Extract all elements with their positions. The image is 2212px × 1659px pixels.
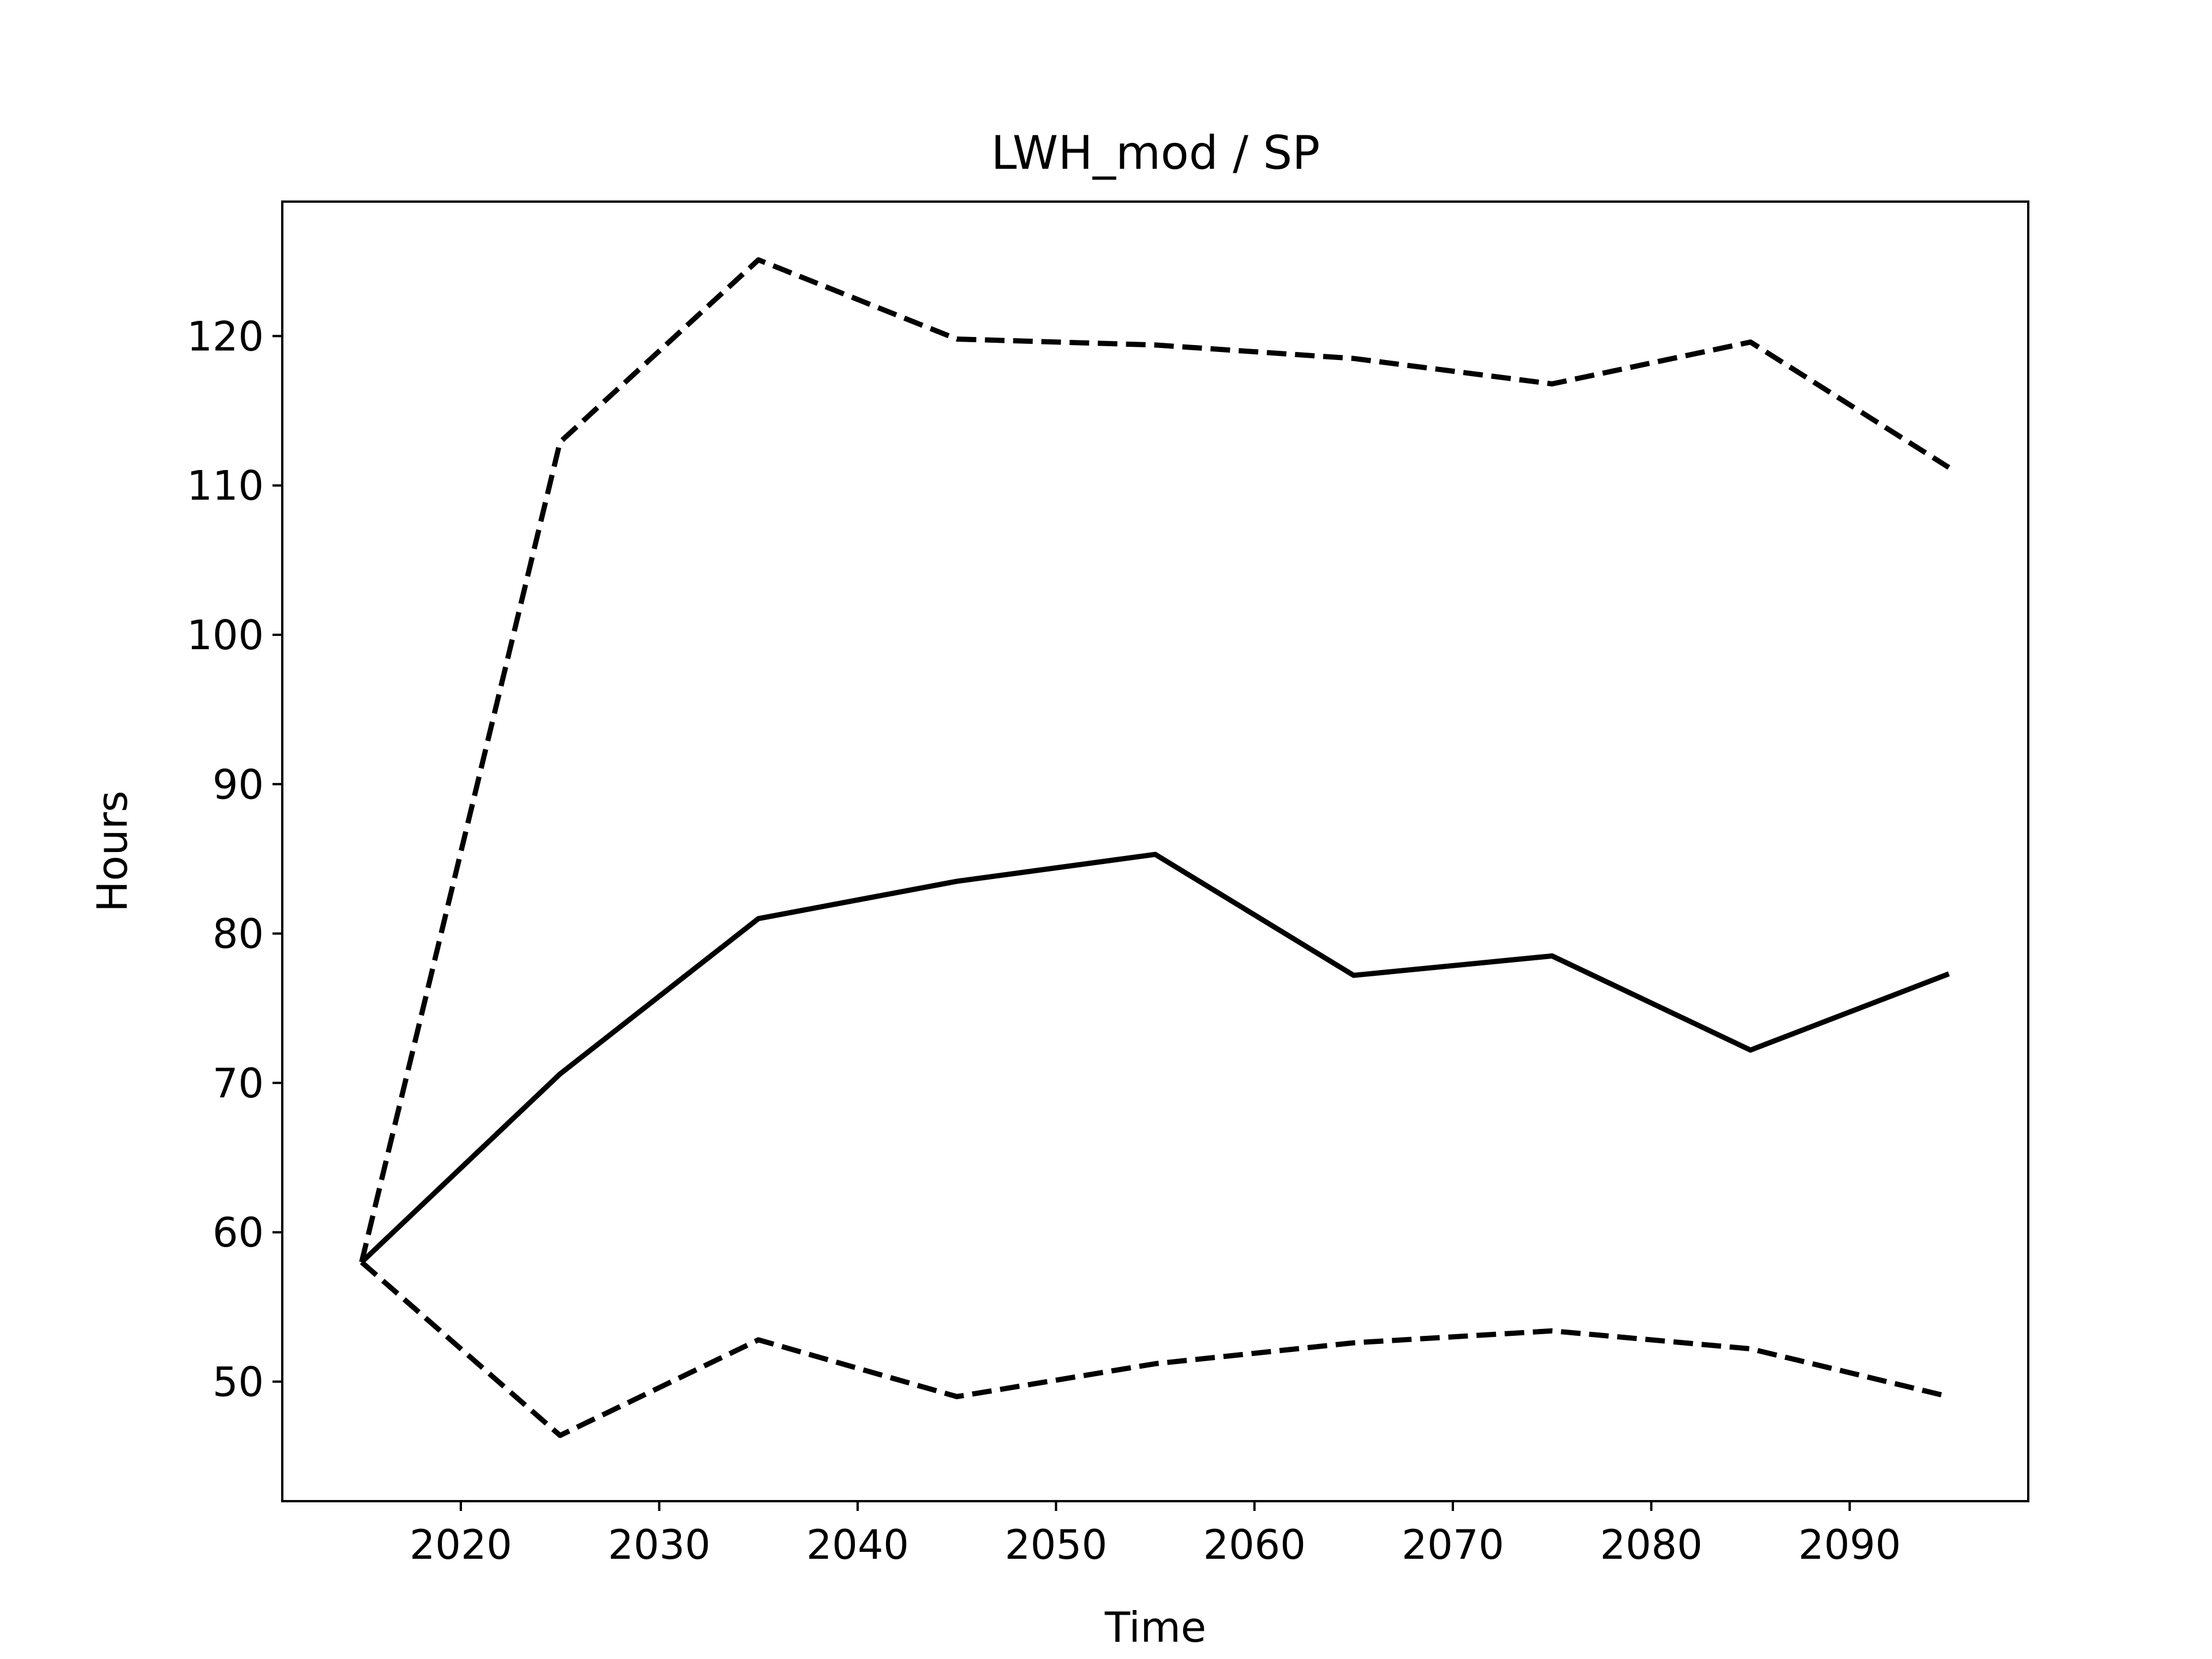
x-tick-label: 2090 (1798, 1521, 1901, 1569)
series-line-3-dashed (359, 1260, 1950, 1438)
y-tick-label: 50 (213, 1359, 264, 1406)
x-tick-label: 2060 (1203, 1521, 1306, 1569)
y-tick-label: 60 (213, 1209, 264, 1256)
x-axis-label: Time (1104, 1603, 1206, 1652)
x-tick-label: 2030 (608, 1521, 710, 1569)
x-tick-label: 2050 (1005, 1521, 1107, 1569)
y-tick-label: 100 (187, 612, 264, 659)
x-axis-ticks: 2020 2030 2040 2050 2060 2070 2080 2090 (410, 1501, 1901, 1569)
plot-frame (281, 200, 2029, 1502)
series-line-2-dashed (359, 257, 1950, 1263)
y-tick-label: 70 (213, 1060, 264, 1107)
y-axis-ticks: 50 60 70 80 90 100 110 120 (187, 313, 282, 1406)
chart-title: LWH_mod / SP (991, 126, 1320, 180)
x-tick-label: 2070 (1402, 1521, 1504, 1569)
y-tick-label: 80 (213, 911, 264, 958)
x-tick-label: 2040 (806, 1521, 909, 1569)
x-tick-label: 2020 (410, 1521, 512, 1569)
plot-marks (359, 257, 1950, 1438)
x-tick-label: 2080 (1600, 1521, 1703, 1569)
y-tick-label: 120 (187, 313, 264, 360)
y-tick-label: 110 (187, 463, 264, 510)
y-tick-label: 90 (213, 761, 264, 808)
series-line-1-solid (359, 851, 1950, 1264)
y-axis-label: Hours (88, 791, 137, 912)
